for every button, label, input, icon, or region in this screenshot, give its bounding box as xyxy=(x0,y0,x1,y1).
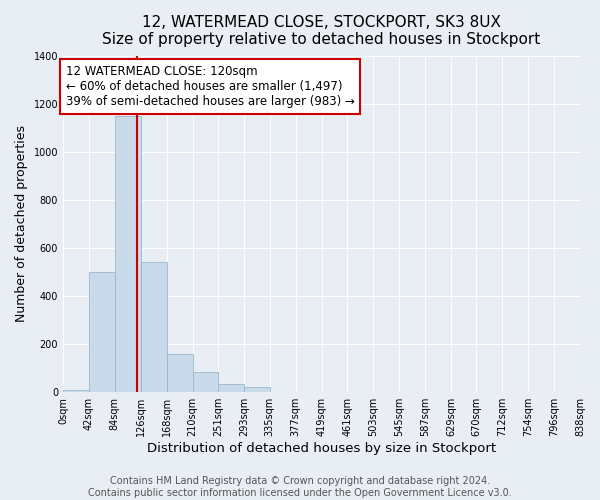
Bar xyxy=(63,390,89,392)
Text: 12 WATERMEAD CLOSE: 120sqm
← 60% of detached houses are smaller (1,497)
39% of s: 12 WATERMEAD CLOSE: 120sqm ← 60% of deta… xyxy=(65,65,355,108)
Bar xyxy=(244,388,270,392)
Text: Contains HM Land Registry data © Crown copyright and database right 2024.
Contai: Contains HM Land Registry data © Crown c… xyxy=(88,476,512,498)
X-axis label: Distribution of detached houses by size in Stockport: Distribution of detached houses by size … xyxy=(147,442,496,455)
Y-axis label: Number of detached properties: Number of detached properties xyxy=(15,126,28,322)
Bar xyxy=(193,372,218,392)
Bar xyxy=(89,272,115,392)
Title: 12, WATERMEAD CLOSE, STOCKPORT, SK3 8UX
Size of property relative to detached ho: 12, WATERMEAD CLOSE, STOCKPORT, SK3 8UX … xyxy=(103,15,541,48)
Bar xyxy=(115,116,141,392)
Bar xyxy=(141,262,167,392)
Bar xyxy=(167,354,193,392)
Bar xyxy=(218,384,244,392)
